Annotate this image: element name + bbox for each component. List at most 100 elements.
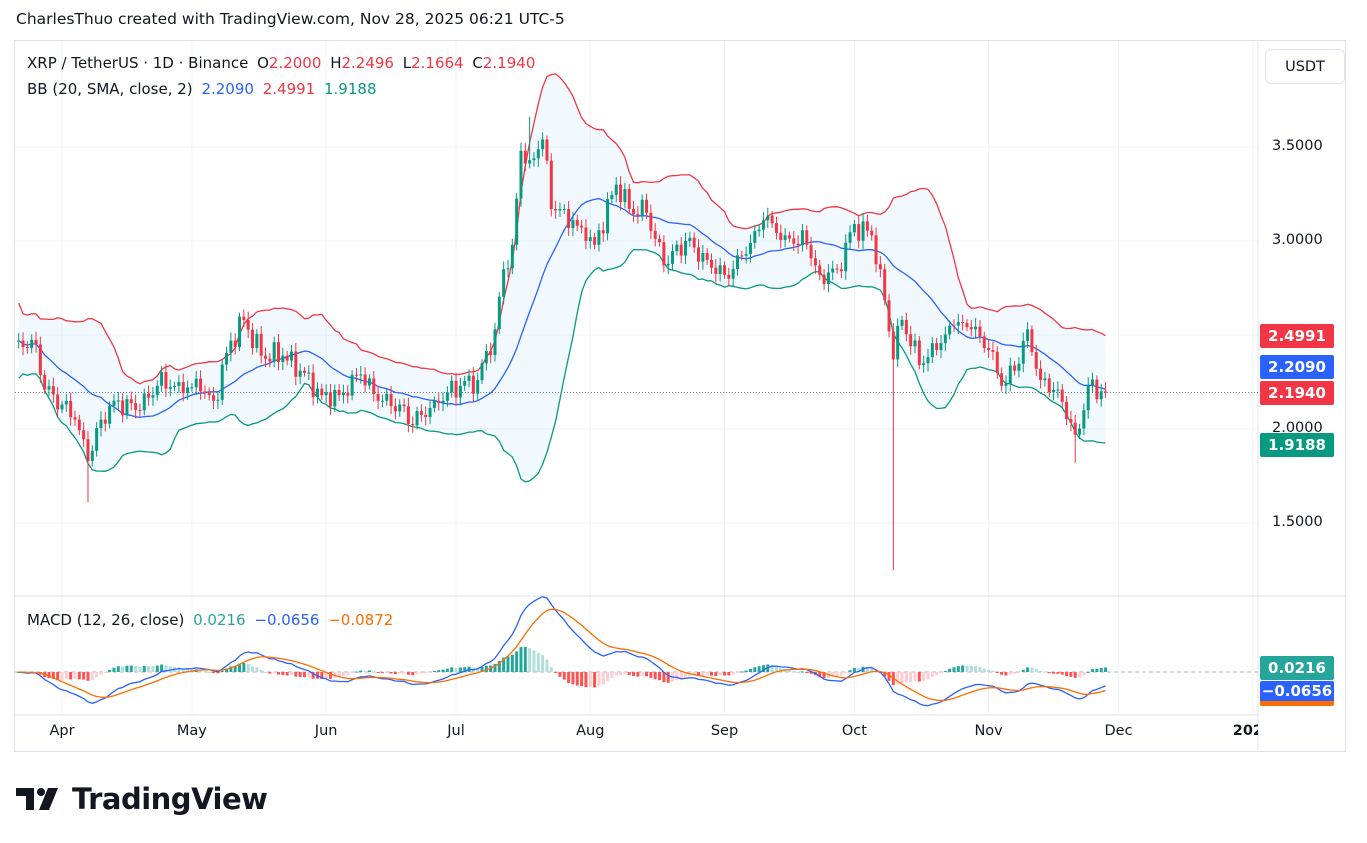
candle-body xyxy=(129,399,133,404)
macd-histogram-bar xyxy=(181,668,185,672)
macd-histogram-bar xyxy=(701,672,705,676)
macd-histogram-bar xyxy=(73,672,77,680)
macd-line xyxy=(18,596,1106,707)
macd-histogram-bar xyxy=(116,666,120,672)
macd-histogram-bar xyxy=(597,672,601,686)
macd-histogram-bar xyxy=(710,672,713,676)
macd-histogram-bar xyxy=(883,672,887,677)
macd-histogram-bar xyxy=(484,665,488,672)
macd-histogram-bar xyxy=(454,667,458,672)
macd-histogram-bar xyxy=(424,672,428,674)
candle-body xyxy=(315,388,319,398)
macd-histogram-bar xyxy=(684,672,688,678)
candle-body xyxy=(636,214,640,216)
macd-histogram-bar xyxy=(268,672,272,674)
macd-histogram-bar xyxy=(441,669,445,672)
candle-body xyxy=(813,258,817,266)
macd-histogram-bar xyxy=(1026,667,1030,672)
macd-histogram-bar xyxy=(562,672,566,680)
tradingview-logo-icon xyxy=(16,788,58,810)
macd-histogram-bar xyxy=(142,665,146,672)
candle-body xyxy=(320,388,324,396)
candle-body xyxy=(194,378,198,388)
candle-body xyxy=(740,255,744,257)
macd-histogram-bar xyxy=(541,655,545,672)
candle-body xyxy=(506,268,510,270)
macd-histogram-bar xyxy=(121,666,125,672)
macd-histogram-bar xyxy=(272,672,276,674)
candle-body xyxy=(302,370,306,373)
macd-histogram-bar xyxy=(450,667,454,672)
candle-body xyxy=(662,242,666,266)
macd-histogram-bar xyxy=(432,670,436,672)
candle-body xyxy=(606,199,610,234)
chart-frame[interactable] xyxy=(14,40,1346,752)
candle-body xyxy=(558,209,562,211)
macd-histogram-bar xyxy=(302,672,306,678)
candle-body xyxy=(1000,373,1004,386)
macd-legend[interactable]: MACD (12, 26, close) 0.0216 −0.0656 −0.0… xyxy=(27,611,397,629)
macd-histogram-bar xyxy=(199,670,203,672)
macd-histogram-bar xyxy=(640,672,644,676)
macd-histogram-bar xyxy=(1039,670,1043,672)
macd-histogram-bar xyxy=(922,672,926,681)
bb-legend[interactable]: BB (20, SMA, close, 2) 2.2090 2.4991 1.9… xyxy=(27,80,381,98)
candle-body xyxy=(428,407,432,418)
candle-body xyxy=(571,220,575,229)
symbol-legend[interactable]: XRP / TetherUS · 1D · Binance O2.2000 H2… xyxy=(27,54,539,72)
candle-body xyxy=(220,364,224,400)
candle-body xyxy=(913,340,917,347)
macd-histogram-bar xyxy=(787,669,791,672)
time-tick-label: 2026 xyxy=(1232,723,1258,739)
candle-body xyxy=(497,296,501,330)
candle-body xyxy=(939,343,943,351)
macd-histogram-bar xyxy=(1021,669,1025,672)
candle-body xyxy=(926,357,930,364)
tradingview-logo[interactable]: TradingView xyxy=(16,782,268,816)
macd-histogram-bar xyxy=(831,672,835,677)
macd-histogram-bar xyxy=(1008,672,1012,675)
candle-body xyxy=(450,380,454,393)
macd-histogram-bar xyxy=(567,672,571,683)
candle-body xyxy=(1013,365,1017,371)
macd-histogram-bar xyxy=(926,672,930,680)
macd-histogram-bar xyxy=(896,672,900,685)
candle-body xyxy=(922,363,926,366)
macd-histogram-bar xyxy=(722,672,726,676)
candle-body xyxy=(493,329,497,355)
candle-body xyxy=(632,209,636,215)
candle-body xyxy=(679,244,683,256)
candle-body xyxy=(30,339,34,348)
time-tick-label: Apr xyxy=(49,723,75,739)
candle-body xyxy=(229,340,233,354)
candle-body xyxy=(649,212,653,231)
macd-histogram-bar xyxy=(320,672,324,679)
candle-body xyxy=(1026,329,1030,341)
macd-histogram-bar xyxy=(796,671,800,673)
macd-histogram-bar xyxy=(164,665,168,672)
candle-body xyxy=(965,323,969,328)
macd-histogram-bar xyxy=(393,672,397,675)
candle-body xyxy=(151,395,155,398)
low-value: 2.1664 xyxy=(411,54,464,72)
candle-body xyxy=(186,387,190,393)
macd-histogram-bar xyxy=(294,672,298,677)
macd-histogram-bar xyxy=(1017,672,1021,673)
macd-histogram-bar xyxy=(770,664,774,672)
candle-body xyxy=(77,419,81,431)
candle-body xyxy=(593,237,597,245)
candle-body xyxy=(588,237,592,241)
currency-button[interactable]: USDT xyxy=(1265,49,1345,84)
candle-body xyxy=(887,300,891,332)
macd-histogram-bar xyxy=(753,667,757,672)
candle-body xyxy=(103,419,107,424)
macd-histogram-bar xyxy=(844,672,848,673)
candle-body xyxy=(727,274,731,279)
macd-histogram-bar xyxy=(614,672,618,676)
candle-body xyxy=(1039,368,1043,381)
macd-histogram-bar xyxy=(748,669,752,672)
macd-histogram-bar xyxy=(307,672,311,678)
candle-body xyxy=(874,235,878,265)
candle-body xyxy=(272,342,276,362)
